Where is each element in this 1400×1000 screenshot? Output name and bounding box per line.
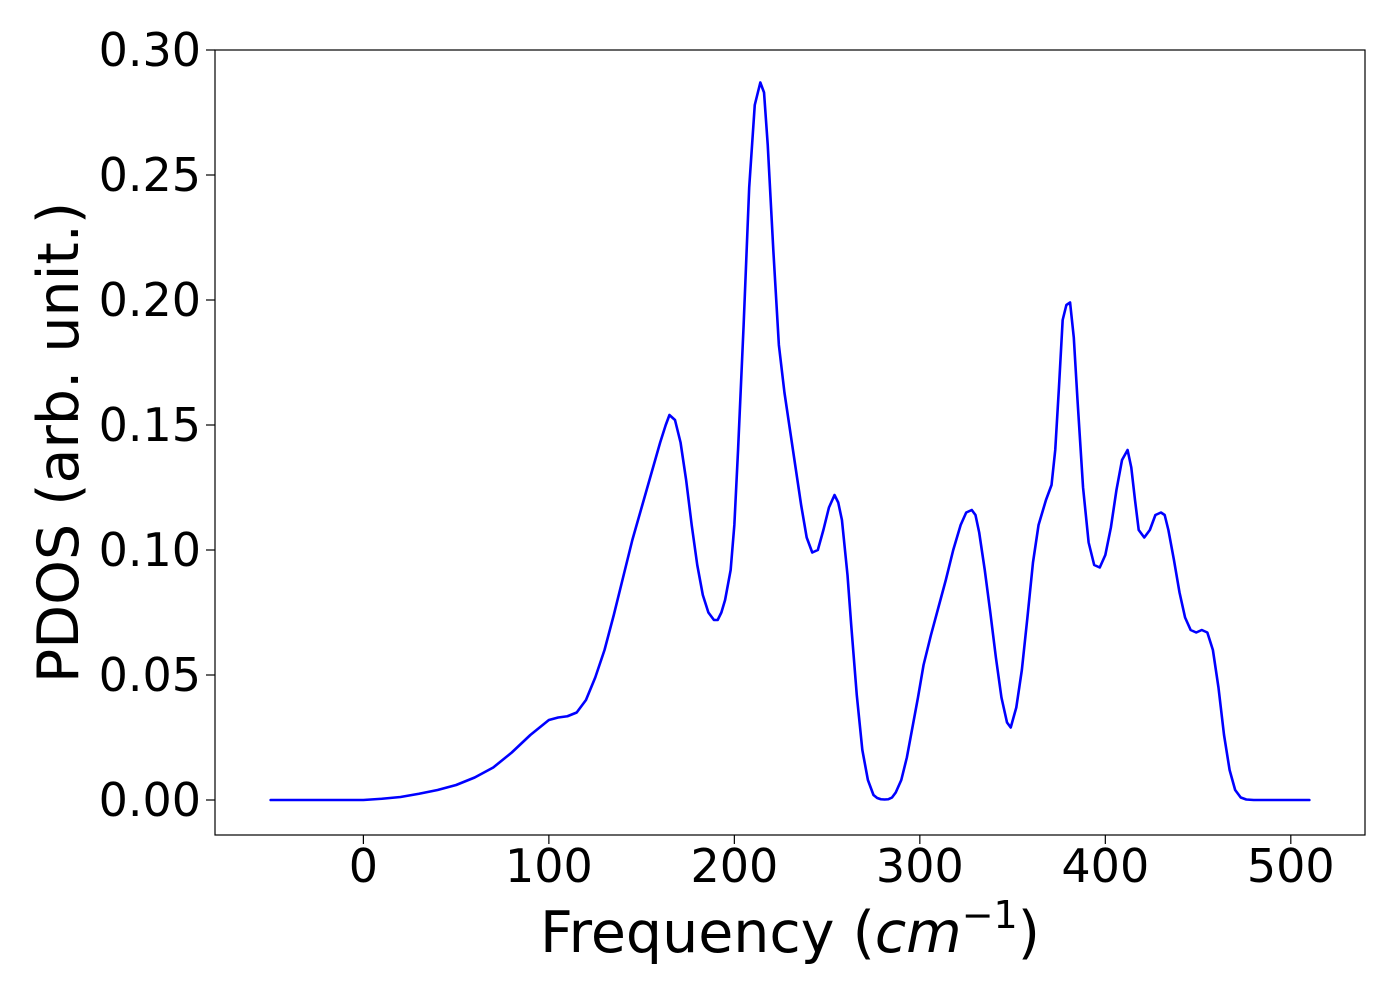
y-tick-label: 0.15 — [99, 398, 201, 452]
x-axis-label-prefix: Frequency ( — [540, 900, 875, 966]
x-tick-label: 200 — [690, 839, 778, 893]
ticks-layer: 0 100 200 300 400 500 0.00 0.05 0.10 0.15 0.20 0.25… — [99, 23, 1335, 893]
y-axis-label: PDOS (arb. unit.) — [26, 202, 92, 683]
x-axis-label-exponent: −1 — [962, 893, 1018, 937]
y-tick-label: 0.20 — [99, 273, 201, 327]
y-tick-label: 0.00 — [99, 773, 201, 827]
series-layer — [269, 81, 1311, 802]
y-tick-label: 0.05 — [99, 648, 201, 702]
plot-area-frame — [214, 49, 1366, 836]
x-tick-label: 300 — [876, 839, 964, 893]
y-tick-label: 0.25 — [99, 148, 201, 202]
x-axis-label: Frequency (cm−1) — [540, 893, 1040, 966]
y-tick-label: 0.30 — [99, 23, 201, 77]
x-tick-label: 0 — [349, 839, 378, 893]
pdos-series-line — [269, 81, 1311, 802]
y-tick-label: 0.10 — [99, 523, 201, 577]
x-tick-label: 100 — [505, 839, 593, 893]
x-axis-label-unit: cm — [875, 900, 962, 966]
x-tick-label: 500 — [1247, 839, 1335, 893]
x-axis-label-suffix: ) — [1018, 900, 1040, 966]
x-tick-label: 400 — [1061, 839, 1149, 893]
